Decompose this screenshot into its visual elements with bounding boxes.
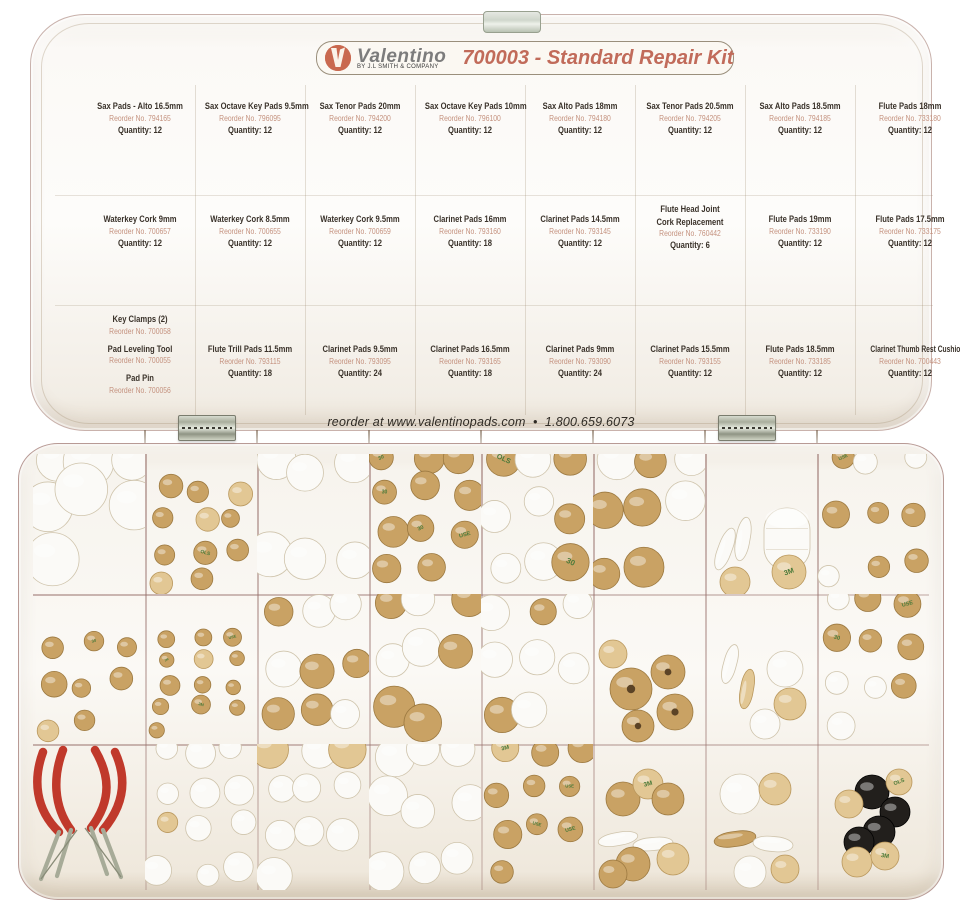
svg-text:30: 30 bbox=[382, 489, 388, 495]
svg-text:USE: USE bbox=[565, 784, 574, 789]
